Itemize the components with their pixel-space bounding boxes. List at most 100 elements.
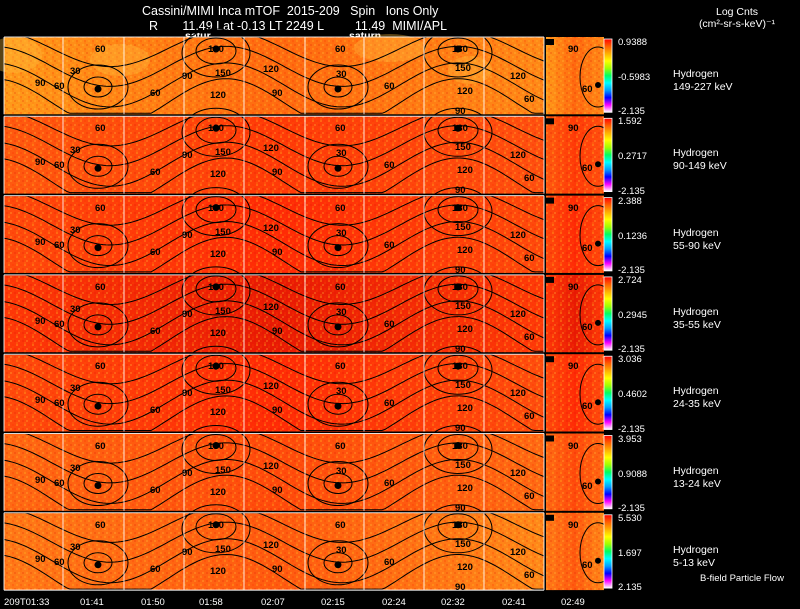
contour-label: 120 xyxy=(210,90,226,101)
contour-label: 90 xyxy=(182,308,193,320)
contour-label: 150 xyxy=(215,305,231,317)
contour-label: 120 xyxy=(510,546,526,558)
contour-label: 180 xyxy=(208,44,224,55)
contour-label: 60 xyxy=(384,556,395,568)
saturn-marker xyxy=(334,482,342,489)
row-energy-label: 35-55 keV xyxy=(673,318,721,331)
colorbar-tick: 0.1236 xyxy=(618,230,648,242)
saturn-marker xyxy=(334,323,342,331)
contour-label: 120 xyxy=(510,467,526,479)
time-tick-label: 02:49 xyxy=(561,597,585,608)
contour-label: 30 xyxy=(70,145,81,157)
contour-label: 120 xyxy=(210,327,226,339)
row-species-label: Hydrogen xyxy=(673,226,719,239)
contour-label: 150 xyxy=(215,147,231,159)
contour-label: 150 xyxy=(455,538,471,550)
contour-label: 60 xyxy=(384,318,395,330)
row-species-label: Hydrogen xyxy=(673,543,719,556)
saturn-marker xyxy=(454,283,462,291)
contour-label: 180 xyxy=(208,281,224,293)
saturn-marker xyxy=(212,521,220,529)
row-energy-label: 24-35 keV xyxy=(673,398,721,411)
contour-label: 150 xyxy=(455,142,471,154)
contour-label: 180 xyxy=(452,202,468,214)
contour-label: 120 xyxy=(457,482,473,494)
bfield-label: B-field Particle Flow xyxy=(700,573,784,584)
contour-label: 90 xyxy=(272,88,283,99)
row-energy-label: 149-227 keV xyxy=(673,81,733,93)
colorbar-tick: 1.592 xyxy=(618,116,642,128)
contour-label: 120 xyxy=(457,165,473,177)
contour-label: 180 xyxy=(452,123,468,135)
contour-label: 90 xyxy=(272,167,283,179)
contour-label: 60 xyxy=(524,490,535,502)
contour-label: 60 xyxy=(95,281,106,293)
contour-label: 120 xyxy=(510,308,526,320)
contour-label: 150 xyxy=(215,385,231,397)
saturn-marker xyxy=(334,85,342,93)
row-panel xyxy=(3,504,617,591)
contour-label: 180 xyxy=(452,44,468,55)
contour-label: 120 xyxy=(263,539,279,551)
contour-label: 90 xyxy=(182,229,193,241)
row-species-label: Hydrogen xyxy=(673,68,719,80)
colorbar-tick: -2.135 xyxy=(618,344,645,356)
contour-label: 150 xyxy=(455,459,471,471)
contour-label: 90 xyxy=(272,246,283,258)
contour-label: 120 xyxy=(263,64,279,75)
contour-label: 60 xyxy=(582,242,593,254)
contour-label: 60 xyxy=(95,44,106,55)
colorbar-tick: 0.4602 xyxy=(618,389,648,401)
contour-label: 60 xyxy=(95,123,106,135)
contour-label: 60 xyxy=(95,361,106,373)
contour-label: 60 xyxy=(335,281,346,293)
colorbar-tick: -2.135 xyxy=(618,502,645,514)
contour-label: 120 xyxy=(457,403,473,415)
contour-label: 150 xyxy=(215,464,231,476)
colorbar-tick: 2.724 xyxy=(618,274,642,286)
colorbar xyxy=(604,514,612,589)
saturn-marker xyxy=(334,561,342,569)
contour-label: 90 xyxy=(182,546,193,558)
contour-label: 90 xyxy=(182,388,193,400)
time-tick-label: 02:41 xyxy=(502,597,526,608)
contour-label: 180 xyxy=(208,519,224,531)
contour-label: 60 xyxy=(54,81,65,92)
contour-label: 60 xyxy=(384,239,395,251)
contour-label: 90 xyxy=(568,44,579,55)
contour-label: 60 xyxy=(54,318,65,330)
contour-label: 90 xyxy=(568,361,579,373)
contour-label: 150 xyxy=(455,380,471,392)
contour-label: 90 xyxy=(35,315,46,327)
colorbar-tick: 0.2945 xyxy=(618,309,648,321)
row-panel xyxy=(3,187,617,273)
contour-label: 60 xyxy=(335,440,346,452)
colorbar xyxy=(604,39,612,113)
colorbar-tick: -0.5983 xyxy=(618,72,651,83)
contour-label: 120 xyxy=(210,169,226,181)
saturn-marker xyxy=(94,402,102,410)
contour-label: 90 xyxy=(455,185,466,197)
colorbar-tick: 2.135 xyxy=(618,582,642,594)
contour-label: 60 xyxy=(150,325,161,337)
contour-label: 180 xyxy=(452,519,468,531)
contour-label: 60 xyxy=(150,484,161,496)
contour-label: 90 xyxy=(182,467,193,479)
contour-label: 90 xyxy=(568,123,579,135)
contour-label: 150 xyxy=(215,543,231,555)
contour-label: 120 xyxy=(510,388,526,400)
contour-label: 60 xyxy=(54,556,65,568)
contour-label: 30 xyxy=(70,66,81,77)
colorbar xyxy=(604,276,612,351)
contour-label: 30 xyxy=(336,306,347,318)
contour-label: 90 xyxy=(35,474,46,486)
contour-label: 120 xyxy=(210,565,226,577)
contour-label: 60 xyxy=(582,84,593,95)
saturn-marker xyxy=(454,204,462,212)
saturn-marker xyxy=(94,164,102,172)
colorbar-tick: -2.135 xyxy=(618,106,645,118)
contour-label: 150 xyxy=(455,63,471,74)
saturn-marker xyxy=(94,323,102,331)
